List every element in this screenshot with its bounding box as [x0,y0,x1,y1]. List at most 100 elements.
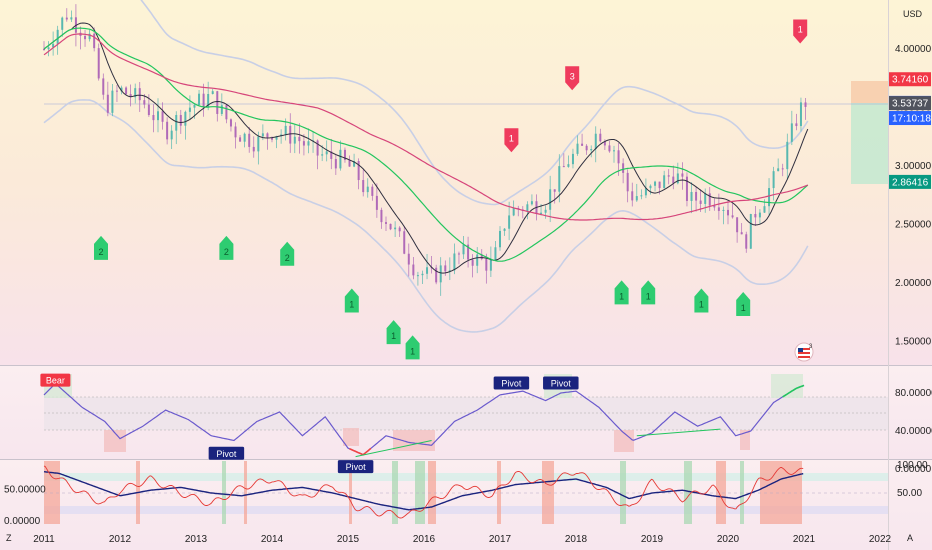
osc1-annotation-bg [208,446,245,460]
time-axis[interactable]: Z A 2011 2012 2013 2014 2015 2016 2017 2018 2019… [6,533,913,545]
candle-body [261,133,264,137]
osc2-highlight [740,461,744,524]
time-tick-label: 2015 [337,534,360,545]
buy-signal-marker: 1 [405,335,420,360]
fast-ma-line [43,22,809,274]
osc1-annotation-bg [40,373,71,387]
candle-body [462,244,465,255]
buy-signal-marker: 2 [280,241,295,266]
candle-body [343,149,346,160]
candle-body [640,195,643,197]
candle-body [736,217,739,233]
candle-body [685,176,688,201]
candle-body [52,43,55,48]
buy-signal-label: 1 [699,300,704,310]
candle-body [717,207,720,211]
candle-body [799,102,802,127]
candle-body [526,204,529,211]
osc2-highlight [684,461,692,524]
candle-body [293,136,296,144]
candle-body [403,231,406,254]
candle-body [599,133,602,142]
candle-body [503,228,506,231]
candle-body [339,149,342,169]
candle-body [84,35,87,40]
candle-body [252,146,255,152]
osc1-annotation-label: Pivot [346,462,367,472]
buy-signal-shape [94,235,108,260]
oscillator-panel-1[interactable]: 80.00000 40.00000 0.00000 Bear Pivot Pivot Piv… [40,373,932,475]
upper-envelope [140,0,809,206]
buy-signal-marker: 2 [219,235,234,260]
sell-signal-marker: 1 [504,128,519,153]
buy-signal-label: 1 [619,291,624,301]
candle-body [93,33,96,49]
candle-body [166,121,169,140]
candle-body [334,158,337,169]
buy-signal-shape [386,320,401,345]
buy-signal-shape [405,335,420,360]
osc2-upper-band [44,473,888,481]
candle-body [202,93,205,107]
candle-body [508,215,511,229]
candle-body [398,227,401,232]
osc1-annotation-bg [493,376,530,390]
osc1-zone [393,430,435,451]
oscillator-panel-2[interactable]: 100.00 50.00000 50.00 0.00000 [4,460,928,527]
candle-body [421,273,424,276]
candle-body [457,253,460,255]
sell-signal-marker: 1 [793,19,808,44]
candle-body [467,244,470,260]
candle-body [654,181,657,186]
osc1-tick-label: 80.00000 [895,388,932,399]
lower-envelope [43,99,809,333]
candle-body [275,136,278,140]
axis-left-label[interactable]: Z [6,533,12,543]
candle-body [781,168,784,170]
osc1-band [44,397,888,430]
candle-body [804,102,807,107]
candle-body [316,140,319,156]
candle-body [494,247,497,260]
sell-signal-shape [793,19,808,44]
candle-body [321,154,324,156]
flag-badge-icon[interactable]: 3 [794,342,814,362]
candle-body [530,201,533,205]
candle-body [257,136,260,152]
candle-body [617,150,620,164]
signal-markers[interactable]: 2 2 2 1 1 1 1 1 1 1 1 3 1 [94,19,808,360]
candle-body [435,267,438,283]
osc1-bull-segment [782,384,805,398]
candle-body [298,136,301,142]
osc1-annotation-label: Pivot [551,379,572,389]
osc1-bear-segment [349,447,372,456]
candle-body [489,259,492,271]
envelope-bands [43,0,809,333]
osc2-highlight [760,461,802,524]
candle-body [211,91,214,94]
candle-body [266,133,269,138]
candle-body [138,88,141,101]
osc1-tick-label: 40.00000 [895,426,932,437]
osc2-tick-label: 100.00 [897,460,928,471]
candle-body [426,267,429,274]
osc1-annotation-bg [543,376,579,390]
candle-body [512,208,515,216]
sell-signal-shape [504,128,519,153]
axis-right-label[interactable]: A [907,533,913,543]
candle-body [157,111,159,121]
candle-body [690,191,693,201]
buy-signal-label: 1 [741,303,746,313]
buy-signal-marker: 2 [94,235,108,260]
candle-body [476,254,479,266]
time-tick-label: 2022 [869,534,892,545]
candle-body [193,105,196,108]
candle-body [120,87,123,92]
candle-body [97,48,100,79]
price-tag-bg [889,111,931,126]
candle-body [239,137,242,142]
price-tag: 17:10:18 [889,111,931,126]
candle-body [722,209,725,211]
